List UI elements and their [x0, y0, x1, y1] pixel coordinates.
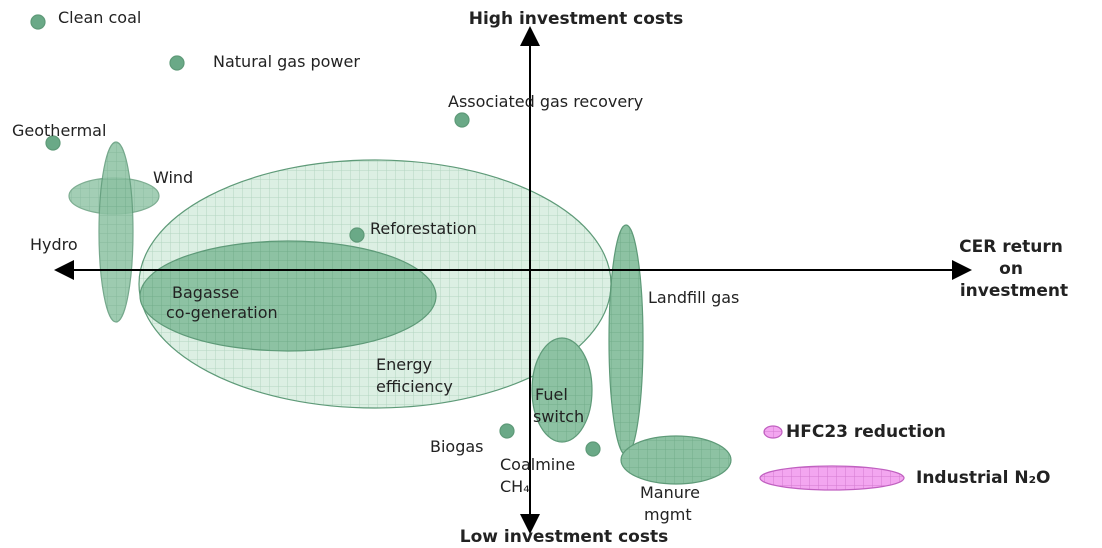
node-label: Wind: [153, 168, 193, 187]
n2o-area: [759, 465, 905, 491]
line: Bagasse: [172, 283, 239, 302]
manure-area: [620, 435, 732, 485]
hfc23-area: [763, 425, 783, 439]
dot: [499, 423, 515, 439]
dot: [30, 14, 46, 30]
node-label: Natural gas power: [213, 52, 360, 71]
node-label: Hydro: [30, 235, 78, 254]
line: switch: [533, 407, 584, 426]
line: investment: [960, 281, 1068, 301]
fuel-switch-area: [531, 337, 593, 443]
line: co-generation: [166, 303, 278, 322]
node-label: Associated gas recovery: [448, 92, 643, 111]
node-label: Reforestation: [370, 219, 477, 238]
line: Coalmine: [500, 455, 575, 474]
node-label: Geothermal: [12, 121, 106, 140]
node-label: Landfill gas: [648, 288, 739, 307]
line: CH₄: [500, 477, 530, 496]
line: mgmt: [644, 505, 692, 524]
node-label: Energy efficiency: [376, 355, 453, 396]
node-label: Coalmine CH₄: [500, 455, 580, 496]
line: Fuel: [535, 385, 568, 404]
dot: [454, 112, 470, 128]
line: on: [999, 259, 1023, 279]
node-label: Biogas: [430, 437, 484, 456]
axis-label: Low investment costs: [460, 527, 668, 547]
node-label: Fuel switch: [533, 385, 584, 426]
bagasse-area: [139, 240, 437, 352]
line: CER return: [959, 237, 1063, 257]
node-label: HFC23 reduction: [786, 422, 946, 442]
dot: [169, 55, 185, 71]
node-label: Clean coal: [58, 8, 141, 27]
axis-label: High investment costs: [469, 9, 684, 29]
node-label: Manure mgmt: [640, 483, 705, 524]
dot: [45, 135, 61, 151]
axis-label: CER return on investment: [959, 237, 1069, 301]
node-label: Industrial N₂O: [916, 468, 1051, 488]
line: Energy: [376, 355, 432, 374]
dot: [349, 227, 365, 243]
landfill-area: [608, 224, 644, 456]
hydro-area: [98, 141, 134, 323]
line: Manure: [640, 483, 700, 502]
node-label: Bagasse co-generation: [166, 283, 278, 322]
line: efficiency: [376, 377, 453, 396]
dot: [585, 441, 601, 457]
